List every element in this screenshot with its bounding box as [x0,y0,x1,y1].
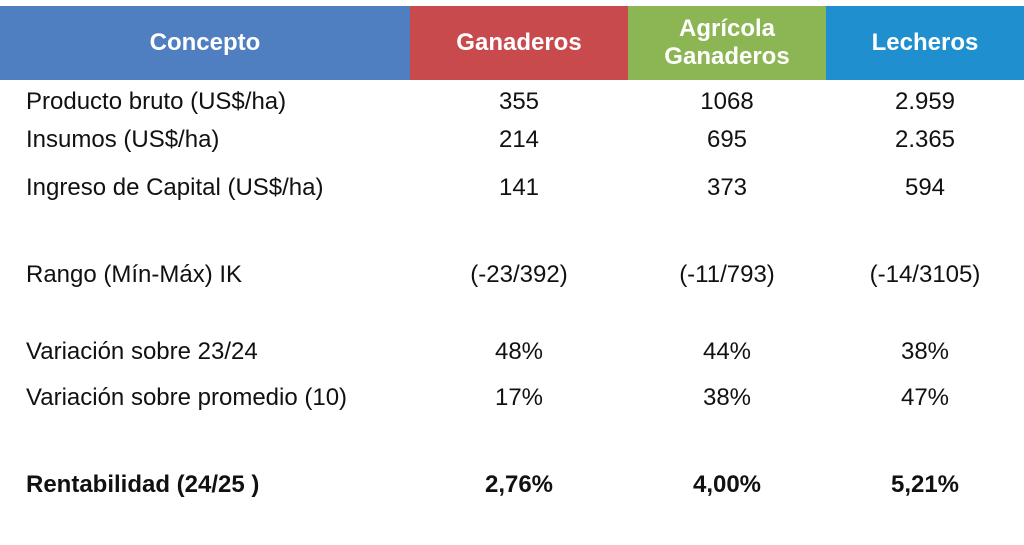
row-label: Ingreso de Capital (US$/ha) [26,174,324,201]
row-label: Rango (Mín-Máx) IK [26,261,243,288]
cell-value: 47% [900,384,950,411]
cell-value: 38% [900,338,950,365]
cell-value: 373 [706,174,748,201]
cell-value: 4,00% [692,471,762,498]
cell-value: 214 [498,126,540,153]
cell-value: 695 [706,126,748,153]
cell-value: 1068 [700,88,754,115]
cell-value: (-23/392) [470,261,568,288]
cell-value: 594 [904,174,946,201]
cell-value: 355 [498,88,540,115]
header-cell: Ganaderos [410,6,628,80]
row-label: Variación sobre 23/24 [26,338,258,365]
cell-value: 2.959 [894,88,956,115]
cell-value: (-14/3105) [869,261,981,288]
cell-value: 44% [702,338,752,365]
header-cell: Agrícola Ganaderos [628,6,826,80]
row-label: Rentabilidad (24/25 ) [26,471,260,498]
cell-value: 141 [498,174,540,201]
cell-value: 2,76% [484,471,554,498]
cell-value: 48% [494,338,544,365]
cell-value: 2.365 [894,126,956,153]
cell-value: 17% [494,384,544,411]
row-label: Variación sobre promedio (10) [26,384,348,411]
header-cell: Lecheros [826,6,1024,80]
cell-value: (-11/793) [679,261,775,288]
header-cell: Concepto [0,6,410,80]
row-label: Producto bruto (US$/ha) [26,88,287,115]
row-label: Insumos (US$/ha) [26,126,220,153]
cell-value: 5,21% [890,471,960,498]
cell-value: 38% [702,384,752,411]
